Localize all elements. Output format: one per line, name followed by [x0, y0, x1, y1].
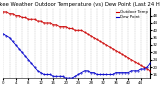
- Title: Milwaukee Weather Outdoor Temperature (vs) Dew Point (Last 24 Hours): Milwaukee Weather Outdoor Temperature (v…: [0, 2, 160, 7]
- Legend: Outdoor Temp, Dew Point: Outdoor Temp, Dew Point: [115, 10, 148, 19]
